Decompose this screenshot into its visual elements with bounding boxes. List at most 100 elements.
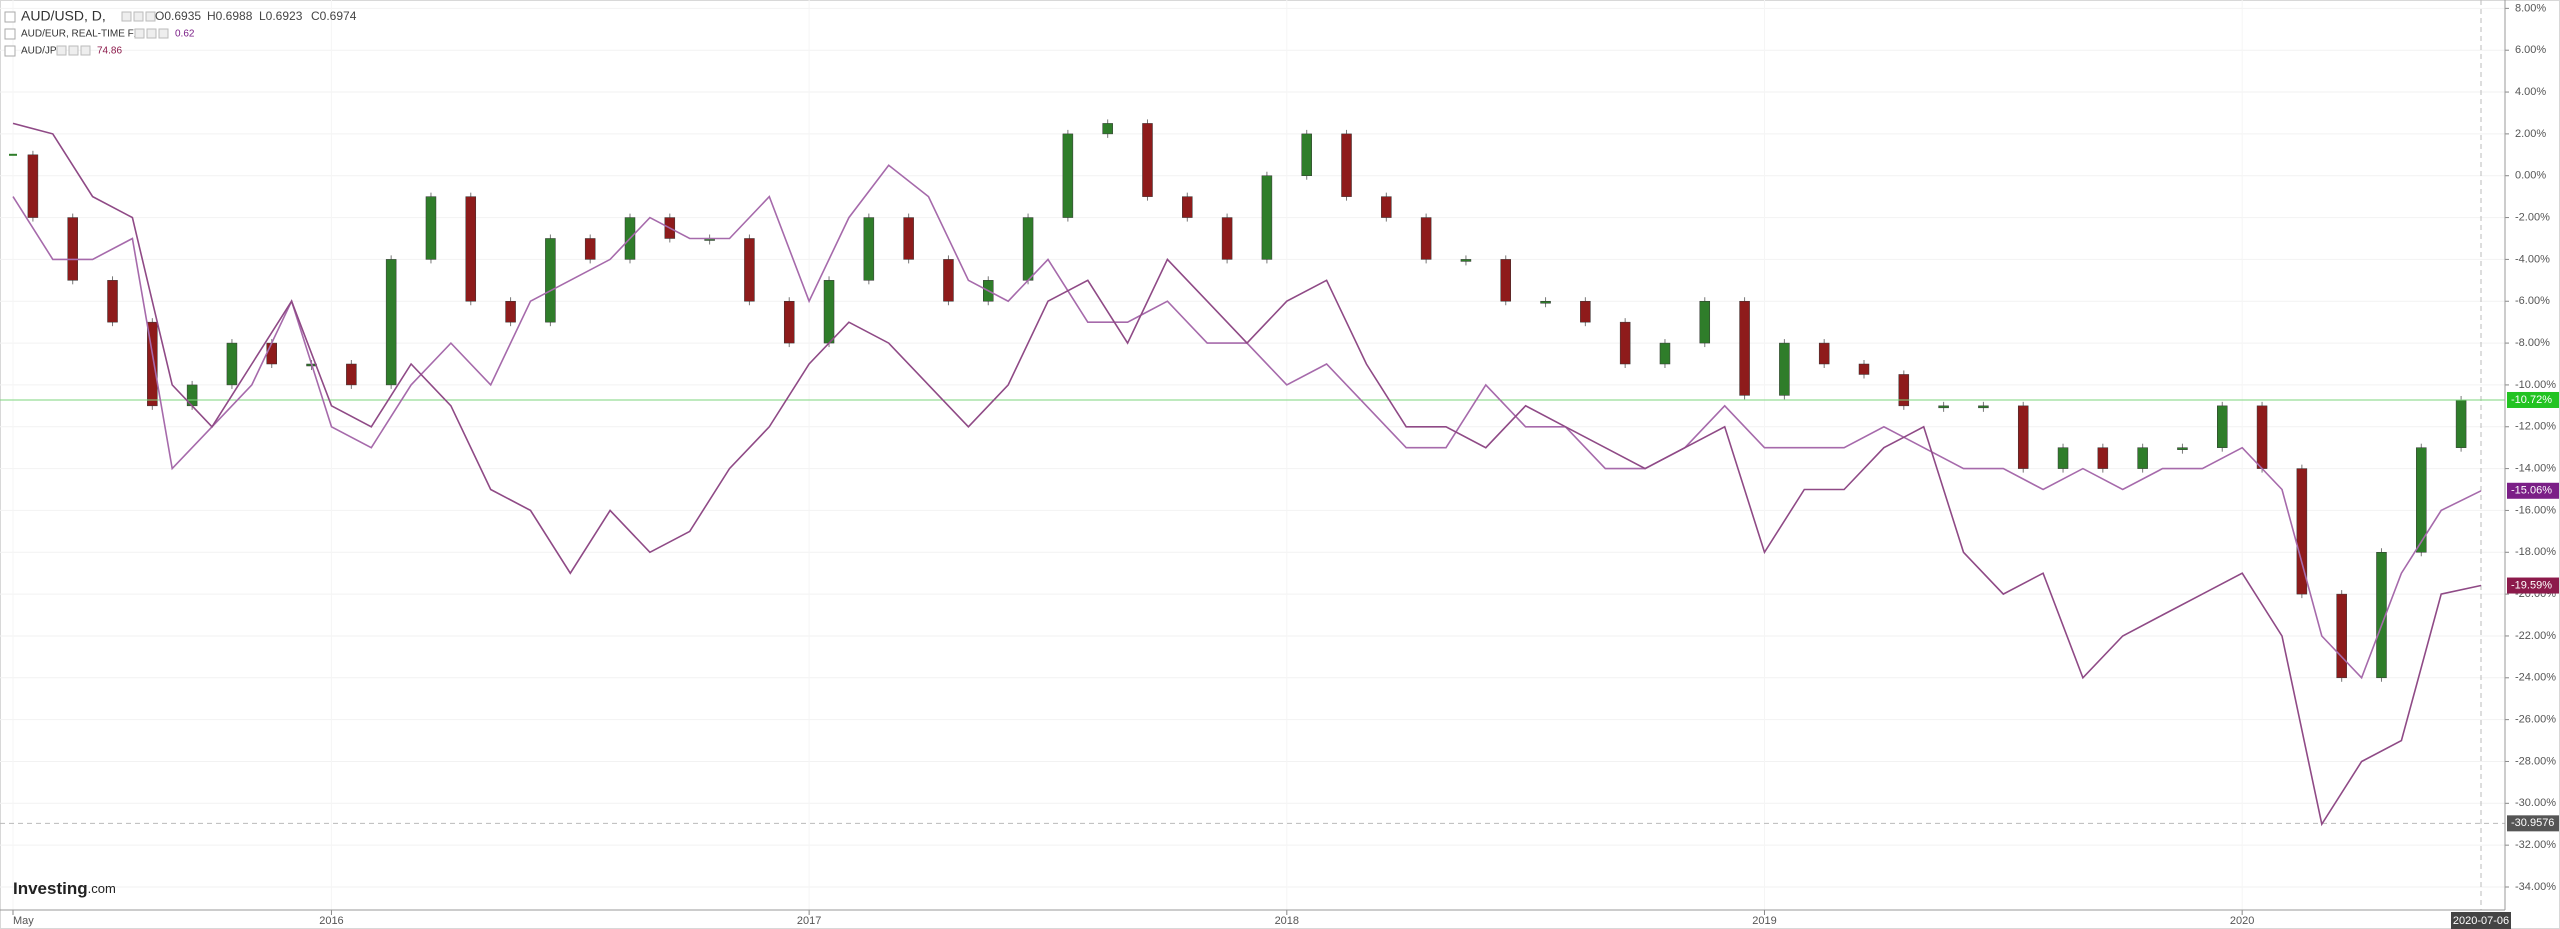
candle <box>2256 405 2268 469</box>
crosshair-x-label: 2020-07-06 <box>2453 915 2509 927</box>
candle <box>2217 405 2228 448</box>
candle <box>1142 123 1153 197</box>
y-tick-label: 4.00% <box>2515 86 2546 98</box>
candle <box>1659 342 1671 365</box>
candle <box>783 300 795 344</box>
candle <box>2296 468 2308 595</box>
grid <box>0 7 2505 888</box>
plot <box>0 0 2505 910</box>
legend-button[interactable] <box>145 11 156 22</box>
legend-button[interactable] <box>121 11 132 22</box>
candle <box>1261 175 1273 260</box>
crosshair-y-label: -30.9576 <box>2511 817 2554 829</box>
y-tick-label: -8.00% <box>2515 337 2550 349</box>
y-tick-label: -2.00% <box>2515 211 2550 223</box>
y-tick-label: -14.00% <box>2515 463 2556 475</box>
candle <box>1460 259 1472 262</box>
legend-name: AUD/USD, D, <box>21 8 106 24</box>
last-value-label: -15.06% <box>2511 485 2552 497</box>
candle <box>505 300 516 323</box>
last-value-box <box>2507 482 2559 499</box>
y-tick-label: -6.00% <box>2515 295 2550 307</box>
y-tick-label: -18.00% <box>2515 546 2556 558</box>
legend-value: 74.86 <box>97 46 122 57</box>
candle <box>1062 133 1074 218</box>
legend-toggle[interactable] <box>4 11 16 23</box>
candle <box>1301 133 1312 176</box>
legend-toggle[interactable] <box>4 28 16 40</box>
legend-ohlc: L0.6923 <box>259 9 303 23</box>
legend-button[interactable] <box>158 28 169 39</box>
candle <box>385 259 397 386</box>
legend-button[interactable] <box>56 45 67 56</box>
x-tick-label: May <box>13 915 34 927</box>
candle <box>226 342 238 386</box>
candle <box>1102 123 1113 135</box>
candle <box>147 321 158 407</box>
candle <box>107 280 118 323</box>
y-tick-label: -22.00% <box>2515 630 2556 642</box>
legend-name: AUD/JPY, <box>21 46 65 57</box>
x-tick-label: 2017 <box>797 915 821 927</box>
candle <box>27 154 39 218</box>
candle <box>1699 300 1711 344</box>
y-tick-label: 0.00% <box>2515 170 2546 182</box>
y-tick-label: -4.00% <box>2515 253 2550 265</box>
legend: AUD/USD, D, O0.6935 H0.6988 L0.6923 C0.6974 A… <box>4 8 357 898</box>
crosshair-y-box <box>2507 815 2559 832</box>
candle <box>2017 405 2029 469</box>
candle <box>545 238 556 323</box>
candle <box>1858 363 1870 375</box>
legend-ohlc: H0.6988 <box>207 9 253 23</box>
legend-button[interactable] <box>133 11 144 22</box>
candle <box>9 153 17 156</box>
legend-button[interactable] <box>68 45 79 56</box>
candle <box>943 259 954 302</box>
y-tick-label: 8.00% <box>2515 2 2546 14</box>
candle <box>584 238 596 260</box>
candle <box>1898 374 1910 407</box>
last-value-label: -19.59% <box>2511 579 2552 591</box>
candle <box>744 238 755 302</box>
y-tick-label: -10.00% <box>2515 379 2556 391</box>
legend-toggle[interactable] <box>4 45 16 57</box>
candle <box>465 196 477 302</box>
x-tick-label: 2018 <box>1275 915 1299 927</box>
candle <box>1420 217 1432 260</box>
y-tick-label: -12.00% <box>2515 421 2556 433</box>
candle <box>425 196 437 260</box>
legend-button[interactable] <box>80 45 91 56</box>
legend-ohlc: C0.6974 <box>311 9 357 23</box>
y-tick-label: -16.00% <box>2515 504 2556 516</box>
legend-button[interactable] <box>146 28 157 39</box>
candle <box>2376 552 2387 679</box>
candle <box>2137 447 2148 469</box>
y-tick-label: 2.00% <box>2515 128 2546 140</box>
candle <box>346 363 357 386</box>
x-tick-label: 2016 <box>319 915 343 927</box>
candle <box>1022 217 1034 281</box>
candle <box>903 217 914 260</box>
y-tick-label: 6.00% <box>2515 44 2546 56</box>
candle <box>1381 196 1392 218</box>
candle <box>67 217 78 281</box>
candle <box>2416 447 2427 553</box>
candle <box>2177 447 2188 450</box>
candle <box>1341 133 1352 197</box>
candle <box>2336 593 2347 679</box>
y-tick-label: -24.00% <box>2515 672 2556 684</box>
x-tick-label: 2019 <box>1752 915 1776 927</box>
candle <box>1978 405 1989 409</box>
candle <box>1779 342 1790 396</box>
candle <box>266 342 277 365</box>
x-tick-label: 2020 <box>2230 915 2254 927</box>
candle <box>2097 447 2109 469</box>
legend-button[interactable] <box>134 28 145 39</box>
candle <box>1182 196 1193 218</box>
legend-ohlc: O0.6935 <box>155 9 201 23</box>
candle <box>1938 405 1949 409</box>
candle <box>1500 259 1511 302</box>
